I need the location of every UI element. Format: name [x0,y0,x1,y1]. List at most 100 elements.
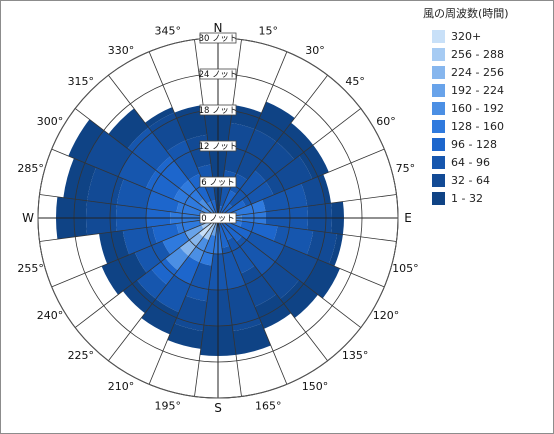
legend: 風の周波数(時間) 320+ 256 - 288 224 - 256 192 - 22… [423,5,551,207]
ring-label-box [199,32,237,44]
rose-segment [254,101,295,142]
rose-segment [218,218,252,240]
rose-spoke [217,217,397,242]
direction-label: 225° [68,349,95,362]
rose-spoke [217,51,288,219]
rose-segment [155,275,191,313]
legend-label: 128 - 160 [451,119,504,133]
legend-label: 320+ [451,29,482,43]
legend-swatch [432,29,445,43]
rose-segment [156,156,189,189]
rose-segment [246,231,285,262]
direction-label: 255° [17,262,44,275]
rose-segment [165,247,189,271]
direction-label: 150° [302,380,329,393]
rose-segment [87,167,124,205]
rose-segment [276,122,314,160]
rose-segment [167,323,204,349]
legend-item: 192 - 224 [423,81,551,99]
rose-spoke [217,194,397,219]
direction-label: 330° [108,44,135,57]
legend-swatch [432,173,445,187]
rose-segment [185,262,212,302]
rose-segment [137,269,167,299]
direction-label: 240° [37,309,64,322]
rose-segment [328,233,343,267]
rose-spoke [74,217,219,328]
rose-segment [236,236,276,276]
legend-item: 224 - 256 [423,63,551,81]
rose-segment [218,190,237,218]
rose-segment [173,188,204,212]
rose-sectors [56,101,345,357]
direction-label: 135° [342,349,369,362]
rose-segment [188,173,212,204]
rose-segment [228,170,266,208]
rose-segment [218,218,242,242]
rose-segment [162,231,190,255]
direction-label: 165° [255,399,282,412]
rose-spoke [194,217,219,397]
rose-spoke [194,39,219,219]
rose-segment [141,298,179,335]
rose-spoke [39,217,219,242]
legend-item: 256 - 288 [423,45,551,63]
rose-segment [68,119,104,163]
rose-segment [151,258,178,285]
direction-label: E [404,211,412,225]
rose-spoke [217,217,328,362]
legend-label: 160 - 192 [451,101,504,115]
rose-spoke [108,217,219,362]
ring-label-text: 30 ノット [199,34,238,44]
rose-segment [254,141,295,182]
rose-spoke [217,74,328,219]
ring-label: 18 ノット [199,104,237,116]
rose-spoke [148,51,219,219]
rose-segment [218,218,233,241]
legend-items: 320+ 256 - 288 224 - 256 192 - 224 160 - 192… [423,27,551,207]
rose-segment [265,155,313,196]
direction-label: 195° [155,399,182,412]
rose-spoke [217,217,362,328]
rose-segment [166,140,200,180]
ring-label-box [199,212,237,224]
rose-spoke [51,148,219,219]
rose-segment [188,237,209,263]
legend-label: 256 - 288 [451,47,504,61]
direction-label: 345° [155,25,182,38]
rose-segment [116,178,152,209]
legend-label: 32 - 64 [451,173,490,187]
legend-title: 風の周波数(時間) [423,7,509,20]
rose-segment [122,226,158,255]
legend-swatch [432,155,445,169]
rose-segment [184,224,204,240]
rose-segment [262,183,308,212]
direction-label: 210° [108,380,135,393]
rose-segment [203,218,218,241]
rose-segment [108,108,149,149]
ring-label: 24 ノット [199,68,238,80]
legend-label: 64 - 96 [451,155,490,169]
legend-item: 96 - 128 [423,135,551,153]
rose-segment [199,234,216,266]
rose-segment [144,107,175,128]
rose-segment [254,294,292,329]
rose-segment [101,252,147,295]
ring-label-box [199,68,237,80]
direction-label: 45° [345,75,365,88]
rose-segment [63,158,97,201]
rose-segment [84,130,133,177]
rose-spoke [148,217,219,385]
legend-item: 160 - 192 [423,99,551,117]
rose-spoke [108,74,219,219]
direction-label: 15° [258,25,278,38]
legend-swatch [432,119,445,133]
direction-label: 75° [396,162,416,175]
rose-segment [148,112,186,152]
ring-label-text: 24 ノット [199,70,238,80]
rose-segment [298,144,329,179]
direction-label: 60° [376,115,396,128]
direction-label: 315° [68,75,95,88]
direction-label: W [22,211,34,225]
